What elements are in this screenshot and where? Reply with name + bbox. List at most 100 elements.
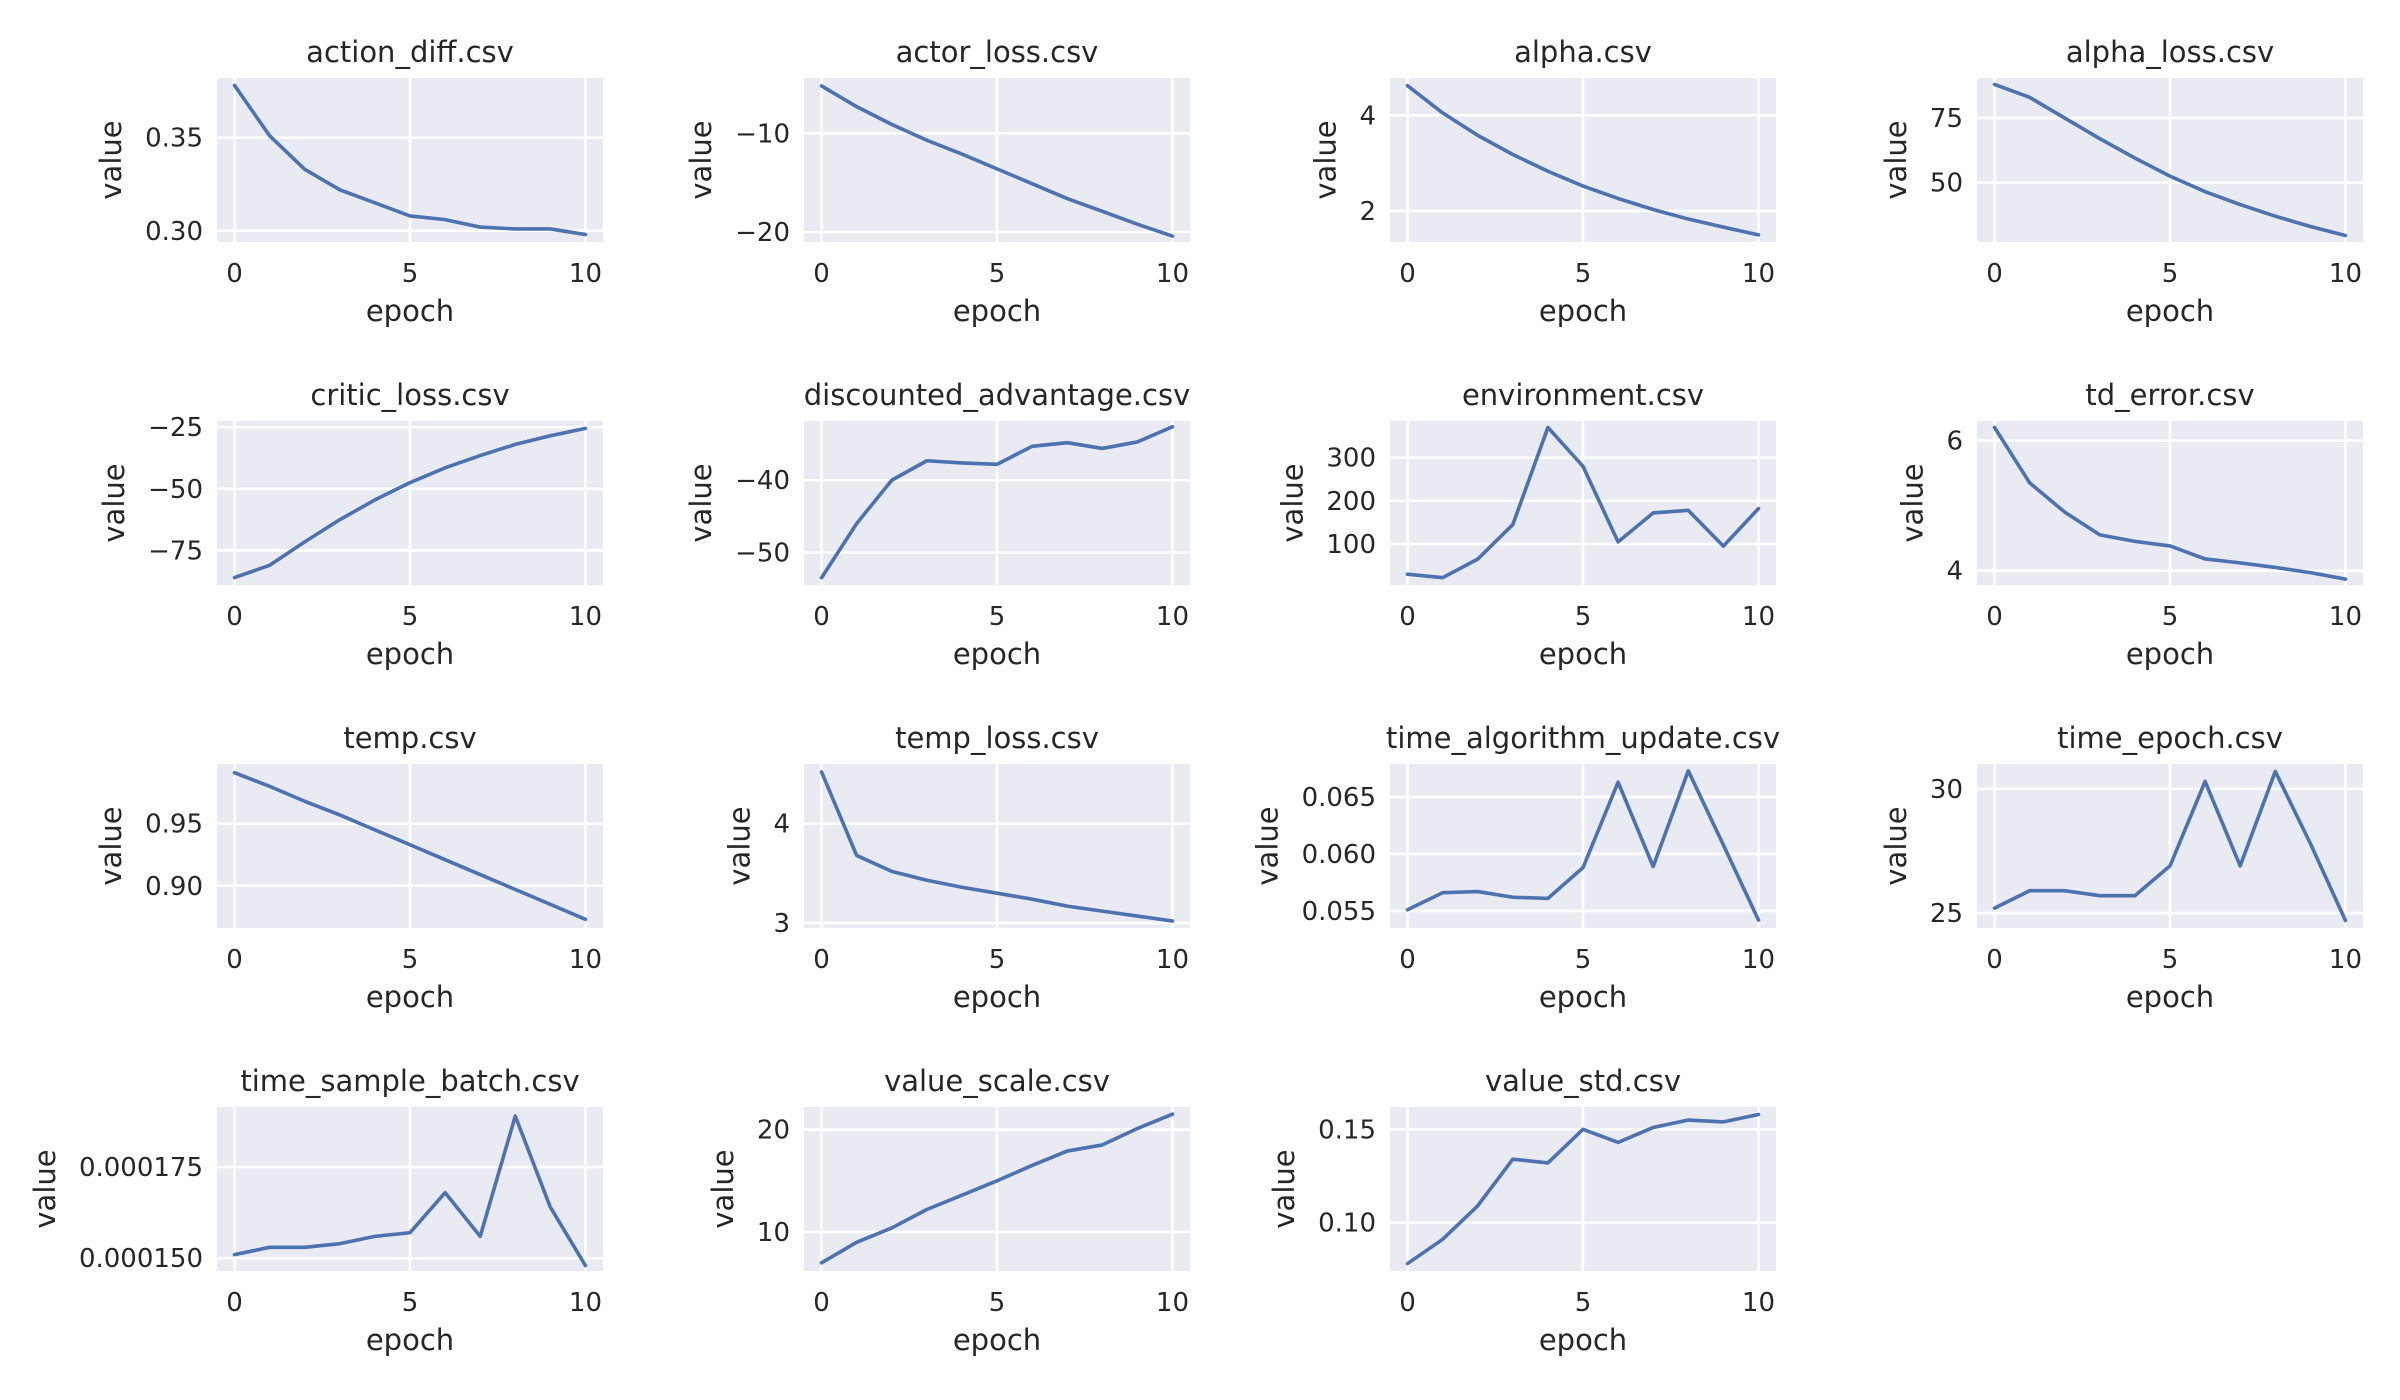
x-tick-label: 10	[1156, 259, 1189, 289]
x-tick-label: 10	[1156, 945, 1189, 975]
subplot-title: value_std.csv	[1485, 1064, 1681, 1098]
y-tick-label: 4	[1359, 101, 1376, 131]
y-tick-label: 0.060	[1302, 840, 1376, 870]
x-axis-label: epoch	[366, 1323, 454, 1357]
x-axis-label: epoch	[953, 294, 1041, 328]
series-line	[819, 1112, 1175, 1265]
y-tick-label: 30	[1930, 775, 1963, 805]
y-tick-label: 75	[1930, 104, 1963, 134]
x-tick-label: 5	[402, 945, 419, 975]
y-tick-label: 10	[757, 1218, 790, 1248]
x-tick-label: 0	[226, 259, 243, 289]
y-tick-label: 0.30	[145, 217, 203, 247]
y-tick-label: −50	[148, 475, 203, 505]
x-axis-label: epoch	[366, 637, 454, 671]
x-axis-label: epoch	[1539, 294, 1627, 328]
subplot-temp: 0 5 10 0.90 0.95 temp.csv epoch value	[94, 721, 603, 1014]
subplot-title: action_diff.csv	[306, 35, 514, 69]
x-tick-label: 10	[2329, 259, 2362, 289]
subplot-alpha: 0 5 10 2 4 alpha.csv epoch value	[1308, 35, 1776, 328]
x-tick-label: 0	[813, 259, 830, 289]
x-tick-label: 10	[569, 602, 602, 632]
x-tick-label: 0	[226, 945, 243, 975]
y-tick-label: 0.065	[1302, 783, 1376, 813]
x-axis-label: epoch	[366, 980, 454, 1014]
x-tick-label: 5	[989, 945, 1006, 975]
subplot-title: td_error.csv	[2085, 378, 2254, 412]
y-axis-label: value	[94, 120, 128, 199]
y-tick-label: −20	[735, 218, 790, 248]
x-tick-label: 10	[569, 945, 602, 975]
series-line	[819, 424, 1175, 580]
series-line	[232, 770, 588, 922]
x-tick-label: 5	[1575, 945, 1592, 975]
y-axis-label: value	[684, 120, 718, 199]
y-tick-label: 0.000175	[79, 1153, 203, 1183]
x-axis-label: epoch	[953, 980, 1041, 1014]
x-tick-label: 0	[226, 602, 243, 632]
y-tick-label: 3	[773, 909, 790, 939]
subplot-title: alpha.csv	[1514, 35, 1652, 69]
series-line	[1992, 769, 2348, 923]
x-axis-label: epoch	[2126, 637, 2214, 671]
series-line	[1405, 425, 1761, 580]
y-tick-label: 2	[1359, 197, 1376, 227]
y-axis-label: value	[1267, 1149, 1301, 1228]
x-tick-label: 0	[1986, 945, 2003, 975]
series-line	[1405, 1112, 1761, 1266]
x-tick-label: 10	[1156, 1288, 1189, 1318]
y-tick-label: 50	[1930, 169, 1963, 199]
x-axis-label: epoch	[2126, 980, 2214, 1014]
y-tick-label: −40	[735, 466, 790, 496]
y-axis-label: value	[28, 1149, 62, 1228]
x-tick-label: 0	[813, 945, 830, 975]
x-tick-label: 0	[1399, 259, 1416, 289]
y-tick-label: 6	[1946, 427, 1963, 457]
y-tick-label: 20	[757, 1116, 790, 1146]
x-tick-label: 10	[1742, 1288, 1775, 1318]
x-tick-label: 10	[1742, 602, 1775, 632]
subplot-title: discounted_advantage.csv	[804, 378, 1190, 412]
y-tick-label: 25	[1930, 899, 1963, 929]
x-tick-label: 5	[989, 259, 1006, 289]
x-tick-label: 5	[1575, 259, 1592, 289]
x-tick-label: 10	[569, 1288, 602, 1318]
subplot-title: temp_loss.csv	[895, 721, 1099, 755]
x-tick-label: 0	[1986, 259, 2003, 289]
y-tick-label: 0.055	[1302, 897, 1376, 927]
series-line	[819, 770, 1175, 923]
series-line	[1992, 82, 2348, 238]
y-tick-label: 0.000150	[79, 1244, 203, 1274]
y-axis-label: value	[1895, 463, 1929, 542]
x-tick-label: 0	[813, 1288, 830, 1318]
x-tick-label: 5	[989, 602, 1006, 632]
subplot-time-algorithm-update: 0 5 10 0.055 0.060 0.065 time_algorithm_update…	[1251, 721, 1780, 1014]
subplot-title: value_scale.csv	[884, 1064, 1110, 1098]
y-tick-label: −25	[148, 413, 203, 443]
subplot-environment: 0 5 10 100 200 300 environment.csv epoch value	[1275, 378, 1776, 671]
x-tick-label: 0	[1399, 945, 1416, 975]
x-tick-label: 5	[2162, 945, 2179, 975]
series-line	[232, 1114, 588, 1268]
y-tick-label: 4	[1946, 557, 1963, 587]
x-tick-label: 10	[2329, 945, 2362, 975]
subplot-title: time_sample_batch.csv	[240, 1064, 579, 1098]
y-tick-label: 200	[1326, 487, 1376, 517]
y-axis-label: value	[1879, 806, 1913, 885]
x-axis-label: epoch	[1539, 1323, 1627, 1357]
x-tick-label: 10	[1156, 602, 1189, 632]
x-axis-label: epoch	[1539, 980, 1627, 1014]
x-tick-label: 5	[2162, 259, 2179, 289]
subplot-title: time_algorithm_update.csv	[1386, 721, 1780, 755]
series-line	[232, 83, 588, 237]
subplot-title: environment.csv	[1462, 378, 1704, 412]
series-line	[232, 426, 588, 580]
subplot-title: actor_loss.csv	[896, 35, 1099, 69]
x-tick-label: 0	[1399, 1288, 1416, 1318]
